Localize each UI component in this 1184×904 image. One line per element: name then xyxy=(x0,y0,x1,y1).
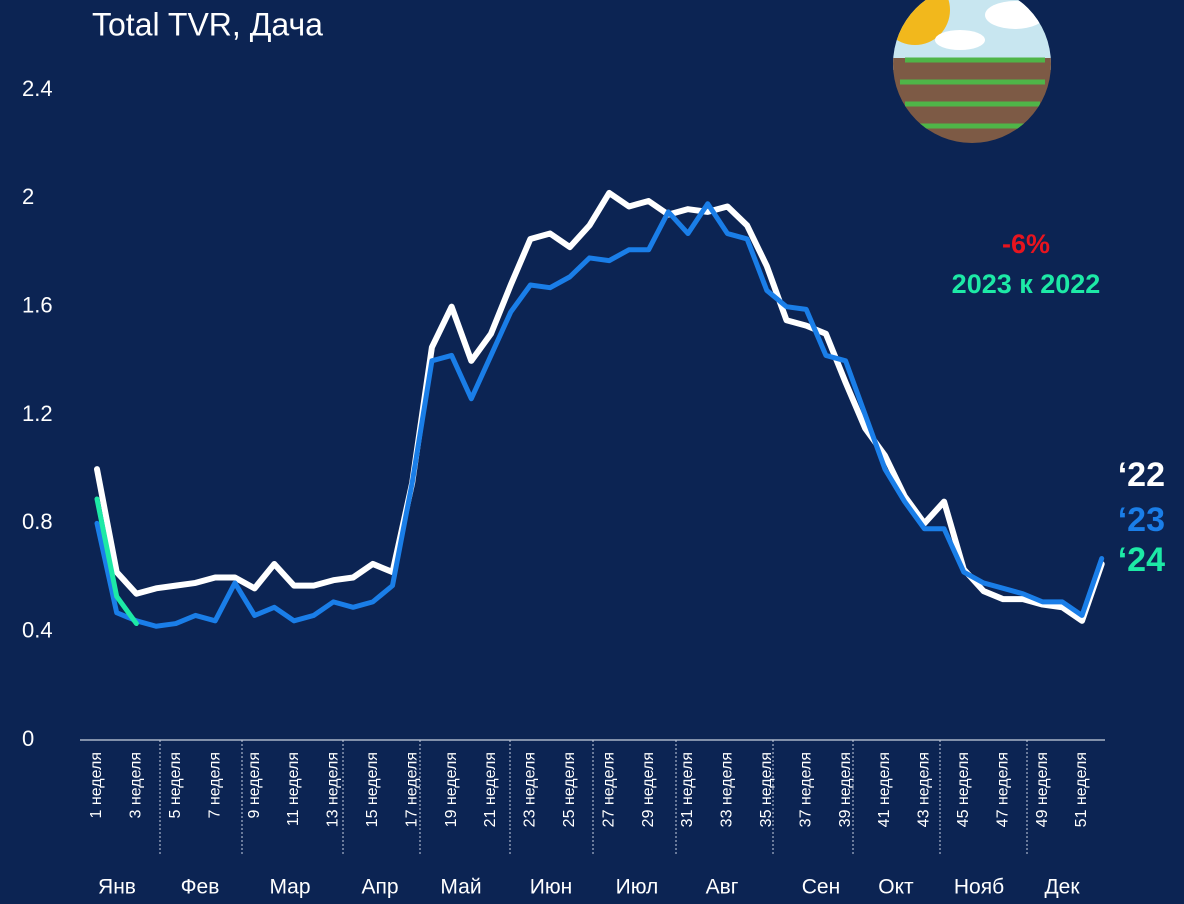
x-tick-label: 35 неделя xyxy=(758,752,775,827)
month-label: Фев xyxy=(181,876,220,899)
x-tick-label: 41 неделя xyxy=(876,752,893,827)
x-tick-label: 5 неделя xyxy=(167,752,184,818)
x-tick-label: 39 неделя xyxy=(837,752,854,827)
y-tick-label: 0.8 xyxy=(22,509,53,534)
x-tick-label: 33 неделя xyxy=(719,752,736,827)
x-tick-label: 47 неделя xyxy=(994,752,1011,827)
x-tick-label: 3 неделя xyxy=(128,752,145,818)
y-tick-label: 2 xyxy=(22,184,34,209)
x-tick-label: 15 неделя xyxy=(364,752,381,827)
month-label: Июн xyxy=(530,876,572,899)
x-tick-label: 27 неделя xyxy=(600,752,617,827)
month-label: Нояб xyxy=(954,876,1004,899)
x-tick-label: 51 неделя xyxy=(1073,752,1090,827)
month-label: Май xyxy=(440,876,481,899)
x-tick-label: 29 неделя xyxy=(640,752,657,827)
month-label: Апр xyxy=(361,876,398,899)
y-tick-label: 0 xyxy=(22,726,34,751)
x-tick-label: 43 неделя xyxy=(916,752,933,827)
x-tick-label: 45 неделя xyxy=(955,752,972,827)
month-label: Авг xyxy=(706,876,739,899)
x-tick-label: 1 неделя xyxy=(88,752,105,818)
chart: Total TVR, Дача 0 0.4 0.8 1.2 1.6 2 2.4 1 недел… xyxy=(0,0,1184,904)
x-tick-label: 9 неделя xyxy=(246,752,263,818)
x-tick-label: 11 неделя xyxy=(285,752,302,826)
x-tick-label: 13 неделя xyxy=(325,752,342,827)
month-label: Июл xyxy=(616,876,659,899)
month-label: Дек xyxy=(1044,876,1080,899)
x-tick-label: 17 неделя xyxy=(403,752,420,827)
legend-label: ‘22 xyxy=(1118,456,1165,494)
x-tick-label: 31 неделя xyxy=(679,752,696,827)
y-tick-label: 2.4 xyxy=(22,76,53,101)
y-tick-label: 0.4 xyxy=(22,617,53,642)
x-tick-label: 23 неделя xyxy=(522,752,539,827)
y-tick-label: 1.6 xyxy=(22,292,53,317)
x-tick-label: 25 неделя xyxy=(561,752,578,827)
legend-label: ‘24 xyxy=(1118,541,1165,579)
month-label: Сен xyxy=(802,876,840,899)
month-label: Мар xyxy=(269,876,310,899)
x-tick-label: 21 неделя xyxy=(482,752,499,827)
y-tick-label: 1.2 xyxy=(22,401,53,426)
legend-label: ‘23 xyxy=(1118,501,1165,539)
month-label: Янв xyxy=(98,876,136,899)
page: Total TVR, Дача 0 0.4 0.8 1.2 1.6 2 2.4 1 недел… xyxy=(0,0,1184,904)
chart-title: Total TVR, Дача xyxy=(92,6,323,42)
x-tick-label: 7 неделя xyxy=(206,752,223,818)
annotation: -6% xyxy=(1002,229,1050,259)
annotation: 2023 к 2022 xyxy=(952,269,1101,299)
x-tick-label: 37 неделя xyxy=(797,752,814,827)
x-tick-label: 49 неделя xyxy=(1034,752,1051,827)
x-tick-label: 19 неделя xyxy=(443,752,460,827)
month-label: Окт xyxy=(878,876,914,899)
